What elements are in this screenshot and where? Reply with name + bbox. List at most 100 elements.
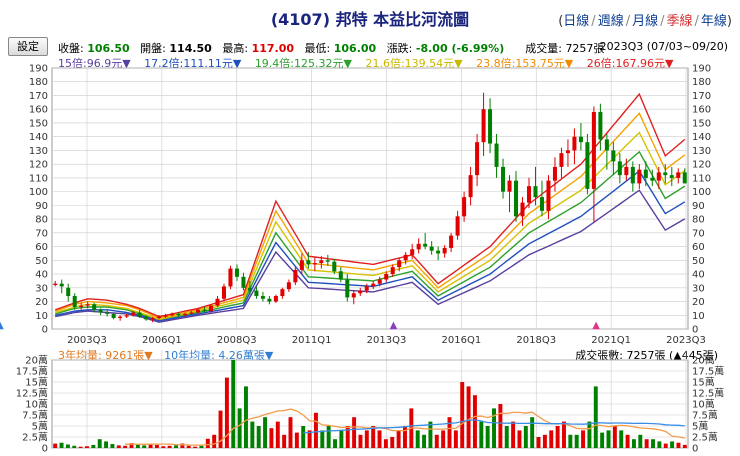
candle-body bbox=[630, 166, 635, 184]
volume-bar bbox=[142, 445, 147, 448]
price-tick-left: 10 bbox=[35, 311, 48, 322]
candle-body bbox=[254, 290, 259, 297]
candle-body bbox=[617, 161, 622, 176]
band-legend-19x: 19.4倍:125.32元▼ bbox=[254, 57, 352, 70]
candle-body bbox=[481, 109, 486, 143]
x-tick-label: 2016Q1 bbox=[442, 335, 482, 346]
settings-button[interactable]: 設定 bbox=[8, 37, 48, 56]
candle-body bbox=[98, 309, 103, 313]
volume-bar bbox=[320, 430, 325, 448]
volume-bar bbox=[180, 443, 185, 448]
candle-body bbox=[501, 166, 506, 192]
volume-bar bbox=[205, 438, 210, 448]
volume-tick-right: 12.5萬 bbox=[692, 387, 724, 400]
candle-body bbox=[241, 276, 246, 288]
candle-body bbox=[144, 316, 149, 320]
period-marker: ▲ bbox=[0, 320, 4, 331]
volume-bar bbox=[542, 434, 547, 448]
volume-bar bbox=[85, 446, 89, 448]
volume-bar bbox=[593, 386, 598, 448]
price-tick-right: 50 bbox=[692, 256, 705, 267]
candle-body bbox=[53, 283, 58, 286]
high-value: 117.00 bbox=[251, 42, 295, 55]
band-legend-26x: 26倍:167.96元▼ bbox=[586, 57, 674, 70]
price-tick-right: 60 bbox=[692, 242, 705, 253]
candle-body bbox=[559, 153, 564, 167]
volume-bar bbox=[383, 439, 388, 448]
volume-bar bbox=[91, 444, 96, 448]
volume-bar bbox=[72, 445, 77, 448]
volume-bar bbox=[651, 439, 655, 448]
x-tick-label: 2003Q3 bbox=[67, 335, 107, 346]
price-tick-right: 150 bbox=[692, 118, 711, 129]
period-quarterly[interactable]: 季線 bbox=[666, 14, 693, 29]
volume-bar bbox=[682, 444, 687, 448]
volume-bar bbox=[441, 430, 446, 448]
candle-body bbox=[442, 247, 447, 254]
price-tick-right: 190 bbox=[692, 64, 711, 75]
band-legend-17x: 17.2倍:111.11元▼ bbox=[144, 57, 242, 70]
price-tick-right: 0 bbox=[692, 325, 698, 336]
volume-bar bbox=[670, 441, 675, 448]
volume-bar bbox=[288, 417, 293, 448]
volume-bar bbox=[269, 428, 274, 448]
candle-body bbox=[319, 260, 324, 264]
price-tick-right: 180 bbox=[692, 77, 711, 88]
volume-bar bbox=[116, 445, 121, 448]
candle-body bbox=[475, 142, 480, 176]
volume-bar bbox=[453, 430, 458, 448]
volume-bar bbox=[600, 432, 605, 448]
volume-bar bbox=[472, 395, 477, 448]
volume-bar bbox=[326, 426, 331, 448]
candle-body bbox=[105, 312, 110, 314]
candle-body bbox=[208, 305, 214, 312]
price-tick-left: 40 bbox=[35, 270, 48, 281]
period-yearly[interactable]: 年線 bbox=[700, 14, 727, 29]
candle-body bbox=[170, 313, 175, 316]
x-tick-label: 2006Q1 bbox=[142, 335, 182, 346]
volume-bar bbox=[631, 439, 636, 448]
volume-bar bbox=[479, 421, 484, 448]
volume-bar bbox=[174, 445, 178, 448]
price-tick-left: 70 bbox=[35, 228, 48, 239]
period-monthly[interactable]: 月線 bbox=[632, 14, 659, 29]
price-tick-right: 70 bbox=[692, 228, 705, 239]
candle-body bbox=[526, 186, 532, 203]
volume-bar bbox=[492, 408, 496, 448]
volume-bar bbox=[460, 382, 465, 448]
price-tick-right: 90 bbox=[692, 201, 705, 212]
candle-body bbox=[215, 298, 220, 306]
ma10-legend: 10年均量: 4.26萬張▼ bbox=[164, 349, 274, 362]
price-tick-right: 40 bbox=[692, 270, 705, 281]
price-tick-right: 100 bbox=[692, 187, 711, 198]
candle-body bbox=[468, 175, 473, 198]
candle-body bbox=[604, 139, 609, 151]
price-tick-right: 170 bbox=[692, 91, 711, 102]
volume-bar bbox=[657, 441, 662, 448]
volume-tick-left: 5萬 bbox=[32, 420, 48, 433]
candle-body bbox=[131, 312, 136, 316]
candle-body bbox=[624, 166, 629, 176]
volume-bar bbox=[574, 434, 579, 448]
volume-bar bbox=[250, 421, 255, 448]
quote-bar: 收盤: 106.50 開盤: 114.50 最高: 117.00 最低: 106… bbox=[58, 42, 605, 55]
x-tick-label: 2023Q3 bbox=[666, 335, 706, 346]
candle-body bbox=[429, 246, 434, 251]
period-weekly[interactable]: 週線 bbox=[597, 14, 624, 29]
volume-bar bbox=[358, 434, 363, 448]
volume-bar bbox=[263, 417, 268, 448]
date-range: 2023Q3 (07/03~09/20) bbox=[599, 40, 728, 53]
volume-bar bbox=[224, 377, 229, 448]
volume-bar bbox=[313, 412, 318, 448]
volume-bar bbox=[104, 441, 109, 448]
candle-body bbox=[111, 313, 116, 319]
volume-bar bbox=[562, 421, 566, 448]
volume-bar bbox=[485, 426, 490, 448]
volume-bar bbox=[396, 430, 401, 448]
candle-body bbox=[157, 316, 162, 319]
candle-body bbox=[150, 318, 155, 320]
period-daily[interactable]: 日線 bbox=[563, 14, 590, 29]
volume-tick-right: 7.5萬 bbox=[692, 409, 718, 422]
band-21x-line bbox=[55, 131, 686, 321]
